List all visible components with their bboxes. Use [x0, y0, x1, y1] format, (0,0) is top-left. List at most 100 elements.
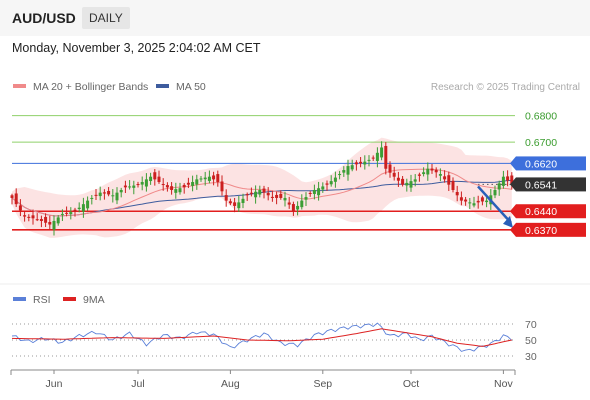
candle-body	[300, 200, 304, 208]
candle-body	[73, 209, 77, 212]
candle	[107, 187, 111, 197]
candle	[270, 190, 274, 202]
candle	[165, 182, 169, 192]
symbol-title: AUD/USD	[12, 10, 76, 26]
candle-body	[254, 191, 258, 198]
candle-body	[405, 182, 409, 186]
legend-label-ma20: MA 20 + Bollinger Bands	[33, 81, 148, 93]
candle	[161, 178, 165, 191]
candle-body	[359, 161, 363, 164]
candle-body	[216, 174, 220, 183]
candle	[31, 209, 35, 225]
candle-body	[65, 212, 69, 214]
candle	[363, 155, 367, 170]
candle	[178, 182, 182, 195]
candle-body	[480, 197, 484, 202]
candle-body	[18, 205, 22, 211]
candle-body	[270, 196, 274, 198]
candle-body	[182, 184, 186, 188]
candle	[191, 175, 195, 192]
candle-body	[472, 203, 476, 206]
candle-body	[287, 202, 291, 205]
candle	[325, 180, 329, 192]
candle	[254, 185, 258, 204]
candle	[149, 172, 153, 185]
x-tick-aug: Aug	[221, 378, 240, 390]
candle	[153, 169, 157, 186]
candle	[417, 172, 421, 182]
candle-body	[258, 189, 262, 195]
x-tick-sep: Sep	[313, 378, 332, 390]
candle	[426, 162, 430, 181]
candle	[409, 174, 413, 192]
candle-body	[203, 177, 207, 180]
candle	[443, 170, 447, 183]
candle-body	[56, 217, 60, 224]
legend-label-ma50: MA 50	[176, 81, 206, 93]
candle-body	[165, 185, 169, 188]
candle-body	[388, 164, 392, 173]
candle-body	[262, 188, 266, 193]
candle	[321, 182, 325, 193]
rsi-legend-label-9ma: 9MA	[83, 294, 105, 306]
candle	[304, 192, 308, 207]
candle-body	[283, 197, 287, 201]
candle	[447, 171, 451, 192]
candle	[405, 178, 409, 192]
candle	[27, 214, 31, 222]
candle-body	[212, 175, 216, 180]
candle	[39, 215, 43, 228]
candle	[430, 164, 434, 174]
candle-body	[325, 183, 329, 185]
candle	[283, 191, 287, 207]
candle-body	[233, 202, 237, 206]
candle-body	[86, 200, 90, 209]
candle	[312, 184, 316, 200]
rsi-tick-70: 70	[525, 319, 537, 331]
candle	[438, 168, 442, 182]
candle	[170, 182, 174, 195]
candle	[228, 198, 232, 206]
candle	[199, 176, 203, 182]
candle-body	[174, 189, 178, 193]
candle	[23, 210, 27, 222]
candle	[249, 187, 253, 197]
candle	[497, 180, 501, 196]
candle-body	[111, 195, 115, 197]
candle-body	[510, 175, 514, 185]
candle	[186, 177, 190, 189]
candle-body	[144, 179, 148, 187]
candle-body	[119, 189, 123, 193]
candle-body	[102, 192, 106, 194]
candle-body	[31, 215, 35, 219]
candle-body	[224, 195, 228, 201]
candle	[468, 197, 472, 210]
candle	[359, 157, 363, 168]
candle-body	[35, 219, 39, 221]
x-tick-jun: Jun	[46, 378, 63, 390]
candle-body	[434, 169, 438, 173]
candle	[144, 173, 148, 192]
candle-body	[409, 181, 413, 188]
candle-body	[501, 176, 505, 186]
candle-body	[132, 185, 136, 188]
candle-body	[10, 195, 14, 198]
candle	[354, 160, 358, 171]
candle	[388, 161, 392, 178]
candle	[48, 215, 52, 230]
candle	[212, 171, 216, 186]
level-label-0.6370: 0.6370	[525, 225, 557, 237]
candle-body	[81, 204, 85, 212]
candle	[123, 180, 127, 194]
legend-swatch-ma50	[156, 84, 169, 88]
forecast-arrow-head	[503, 215, 513, 228]
candle-body	[296, 205, 300, 210]
candle	[464, 196, 468, 206]
candle-body	[27, 216, 31, 218]
candle	[501, 170, 505, 189]
candle-body	[392, 172, 396, 177]
candle	[140, 176, 144, 191]
candle-body	[207, 176, 211, 181]
ma50-line	[11, 179, 512, 217]
timeframe-button[interactable]: DAILY	[82, 7, 130, 29]
